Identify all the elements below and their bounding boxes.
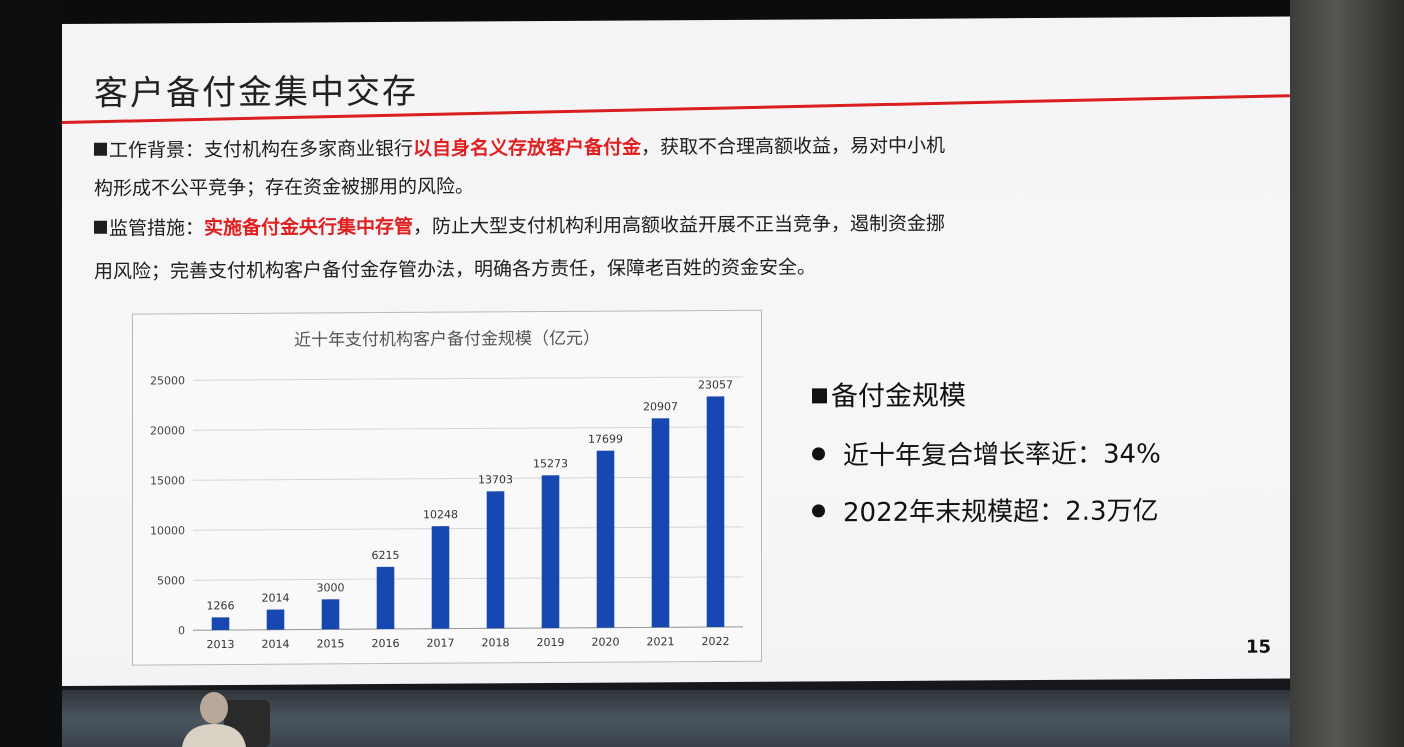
x-tick-label: 2018 — [482, 636, 510, 649]
square-bullet-icon — [812, 388, 827, 404]
gridline — [193, 526, 743, 531]
slide-title: 客户备付金集中交存 — [94, 71, 418, 114]
year-end-scale-text: 2022年末规模超：2.3万亿 — [843, 496, 1159, 529]
presenter-silhouette — [182, 692, 270, 747]
gridline — [193, 576, 743, 581]
data-label: 15273 — [533, 457, 568, 470]
para1-prefix: 工作背景：支付机构在多家商业银行 — [109, 137, 414, 162]
data-label: 1266 — [207, 599, 235, 612]
work-background-line-1: 工作背景：支付机构在多家商业银行以自身名义存放客户备付金，获取不合理高额收益，易… — [94, 131, 945, 163]
para2-highlight: 实施备付金央行集中存管 — [204, 215, 414, 240]
x-tick-label: 2015 — [317, 637, 345, 650]
data-label: 3000 — [317, 581, 345, 594]
data-label: 10248 — [423, 508, 458, 521]
x-axis-line — [193, 626, 743, 631]
growth-rate-item: 近十年复合增长率近：34% — [812, 433, 1161, 472]
regulation-line-1: 监管措施：实施备付金央行集中存管，防止大型支付机构利用高额收益开展不正当竞争，遏… — [94, 209, 945, 241]
presenter-head — [200, 692, 228, 724]
bar-chart: 近十年支付机构客户备付金规模（亿元） 0 5000 10000 15000 20000 2… — [132, 309, 762, 666]
y-tick-label: 20000 — [150, 424, 185, 437]
room-right-wall — [1290, 0, 1404, 747]
bar — [376, 566, 395, 630]
y-tick-label: 5000 — [157, 574, 185, 587]
work-background-line-2: 构形成不公平竞争；存在资金被挪用的风险。 — [94, 175, 475, 200]
data-label: 20907 — [643, 400, 678, 413]
scale-summary-title: 备付金规模 — [812, 372, 1161, 413]
data-label: 17699 — [588, 433, 623, 446]
square-bullet-icon — [94, 220, 107, 234]
dot-bullet-icon — [812, 447, 825, 461]
bar — [321, 599, 340, 630]
y-tick-label: 15000 — [150, 474, 185, 487]
room-left-wall — [0, 0, 62, 747]
year-end-scale-item: 2022年末规模超：2.3万亿 — [812, 490, 1161, 529]
x-tick-label: 2013 — [207, 638, 235, 651]
y-tick-label: 25000 — [150, 374, 185, 387]
square-bullet-icon — [94, 142, 107, 156]
bar — [431, 526, 450, 629]
x-tick-label: 2021 — [647, 635, 675, 648]
gridline — [193, 476, 743, 481]
scale-summary-title-text: 备付金规模 — [831, 380, 966, 413]
x-tick-label: 2016 — [372, 637, 400, 650]
bar — [706, 396, 725, 628]
bar — [211, 617, 230, 631]
presenter-shirt — [182, 724, 246, 747]
dot-bullet-icon — [812, 504, 825, 518]
x-tick-label: 2017 — [427, 637, 455, 650]
data-label: 2014 — [262, 591, 290, 604]
para1-highlight: 以自身名义存放客户备付金 — [413, 136, 642, 160]
para1-suffix: ，获取不合理高额收益，易对中小机 — [641, 134, 946, 159]
bar — [486, 491, 505, 629]
data-label: 6215 — [372, 549, 400, 562]
bar — [651, 418, 670, 628]
data-label: 23057 — [698, 378, 733, 391]
bar — [266, 609, 285, 630]
x-tick-label: 2014 — [262, 638, 290, 651]
bar — [541, 475, 560, 629]
x-tick-label: 2019 — [537, 636, 565, 649]
para2-prefix: 监管措施： — [109, 217, 205, 240]
presentation-slide: 客户备付金集中交存 工作背景：支付机构在多家商业银行以自身名义存放客户备付金，获… — [62, 16, 1290, 687]
chart-title: 近十年支付机构客户备付金规模（亿元） — [294, 329, 600, 351]
scale-summary-panel: 备付金规模 近十年复合增长率近：34% 2022年末规模超：2.3万亿 — [812, 372, 1161, 549]
gridline — [193, 376, 743, 381]
growth-rate-text: 近十年复合增长率近：34% — [843, 439, 1161, 472]
gridline — [193, 426, 743, 431]
x-tick-label: 2022 — [702, 635, 730, 648]
page-number: 15 — [1246, 636, 1272, 658]
bar — [596, 450, 615, 628]
y-tick-label: 10000 — [150, 524, 185, 537]
y-tick-label: 0 — [178, 624, 185, 637]
regulation-line-2: 用风险；完善支付机构客户备付金存管办法，明确各方责任，保障老百姓的资金安全。 — [94, 256, 817, 283]
chart-canvas: 近十年支付机构客户备付金规模（亿元） 0 5000 10000 15000 20000 2… — [150, 329, 743, 651]
data-label: 13703 — [478, 473, 513, 486]
x-tick-label: 2020 — [592, 636, 620, 649]
para2-suffix: ，防止大型支付机构利用高额收益开展不正当竞争，遏制资金挪 — [413, 212, 946, 238]
